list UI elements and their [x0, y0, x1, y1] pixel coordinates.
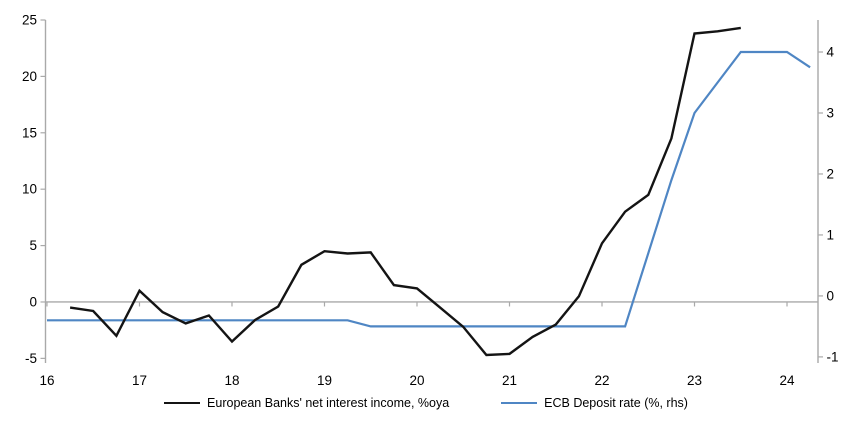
european-banks-nii-line [69, 26, 741, 357]
ecb-deposit-rate-line [47, 50, 811, 328]
legend-label-ecb-rate: ECB Deposit rate (%, rhs) [544, 396, 688, 410]
left-axis-tick-label: 0 [29, 294, 37, 309]
nii-line-swatch-icon [164, 401, 201, 405]
x-axis-tick-label: 24 [779, 373, 795, 388]
right-axis-tick-label: 1 [827, 227, 835, 242]
legend-label-nii: European Banks' net interest income, %oy… [207, 396, 450, 410]
x-axis-tick-label: 18 [224, 373, 239, 388]
x-axis-tick-label: 20 [409, 373, 424, 388]
left-axis-tick-label: 20 [22, 69, 37, 84]
left-axis-tick-label: 25 [22, 13, 37, 28]
x-axis-tick-label: 17 [132, 373, 147, 388]
left-axis-tick-label: 10 [22, 182, 37, 197]
right-axis-tick-label: 0 [827, 288, 835, 303]
x-axis-tick-label: 23 [687, 373, 702, 388]
left-axis-tick-label: 15 [22, 125, 37, 140]
right-axis-tick-label: 3 [827, 105, 835, 120]
ecb-rate-line-swatch-icon [501, 401, 538, 405]
right-axis-tick-label: 4 [827, 45, 835, 60]
left-axis-tick-label: 5 [29, 238, 37, 253]
left-axis-tick-label: -5 [25, 351, 37, 366]
x-axis-tick-label: 21 [502, 373, 517, 388]
x-axis-tick-label: 22 [594, 373, 609, 388]
chart-legend: European Banks' net interest income, %oy… [0, 396, 852, 410]
legend-item-nii: European Banks' net interest income, %oy… [164, 396, 449, 410]
right-axis-tick-label: -1 [827, 349, 839, 364]
x-axis-tick-label: 19 [317, 373, 332, 388]
x-axis-tick-label: 16 [39, 373, 54, 388]
legend-item-ecb-rate: ECB Deposit rate (%, rhs) [501, 396, 688, 410]
right-axis-tick-label: 2 [827, 166, 835, 181]
